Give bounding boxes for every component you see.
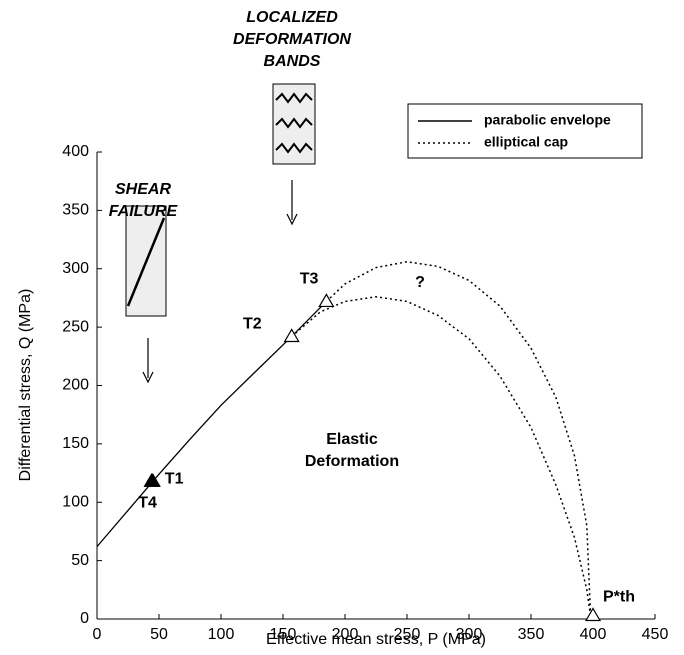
point-label: T3 — [300, 271, 319, 288]
annotation: Deformation — [305, 453, 399, 470]
point-marker — [143, 473, 160, 487]
series-line — [291, 260, 592, 616]
annotation: BANDS — [264, 53, 321, 70]
point-label: P*th — [603, 589, 635, 606]
annotation: FAILURE — [109, 203, 179, 220]
point-label: T4 — [138, 494, 157, 511]
annotation: Elastic — [326, 431, 378, 448]
series-line — [96, 300, 327, 548]
y-tick-label: 350 — [62, 202, 89, 219]
legend-label: elliptical cap — [484, 134, 568, 150]
y-tick-label: 150 — [62, 435, 89, 452]
point-label: T2 — [243, 316, 262, 333]
annotation: SHEAR — [115, 181, 171, 198]
bands-inset — [272, 83, 316, 226]
x-tick-label: 400 — [580, 626, 607, 643]
x-axis-label: Effective mean stress, P (MPa) — [266, 631, 486, 648]
x-tick-label: 350 — [518, 626, 545, 643]
y-tick-label: 100 — [62, 493, 89, 510]
annotation: LOCALIZED — [246, 9, 338, 26]
x-tick-label: 450 — [642, 626, 669, 643]
legend-box — [407, 103, 643, 159]
y-tick-label: 400 — [62, 143, 89, 160]
x-tick-label: 100 — [208, 626, 235, 643]
y-tick-label: 50 — [71, 552, 89, 569]
legend-label: parabolic envelope — [484, 112, 611, 128]
shear-inset — [125, 205, 167, 384]
annotation: ? — [415, 274, 425, 291]
y-axis-label: Differential stress, Q (MPa) — [17, 289, 34, 482]
x-tick-label: 200 — [332, 626, 359, 643]
y-tick-label: 0 — [80, 610, 89, 627]
point-label: T1 — [165, 470, 184, 487]
point-marker — [318, 293, 335, 308]
annotation: DEFORMATION — [233, 31, 351, 48]
x-tick-label: 300 — [456, 626, 483, 643]
y-tick-label: 250 — [62, 318, 89, 335]
x-tick-label: 50 — [150, 626, 168, 643]
point-marker — [584, 607, 602, 622]
x-tick-label: 150 — [270, 626, 297, 643]
x-tick-label: 250 — [394, 626, 421, 643]
legend: parabolic envelope elliptical cap — [407, 103, 643, 159]
x-tick-label: 0 — [93, 626, 102, 643]
y-tick-label: 300 — [62, 260, 89, 277]
point-marker — [283, 328, 300, 343]
y-tick-label: 200 — [62, 377, 89, 394]
